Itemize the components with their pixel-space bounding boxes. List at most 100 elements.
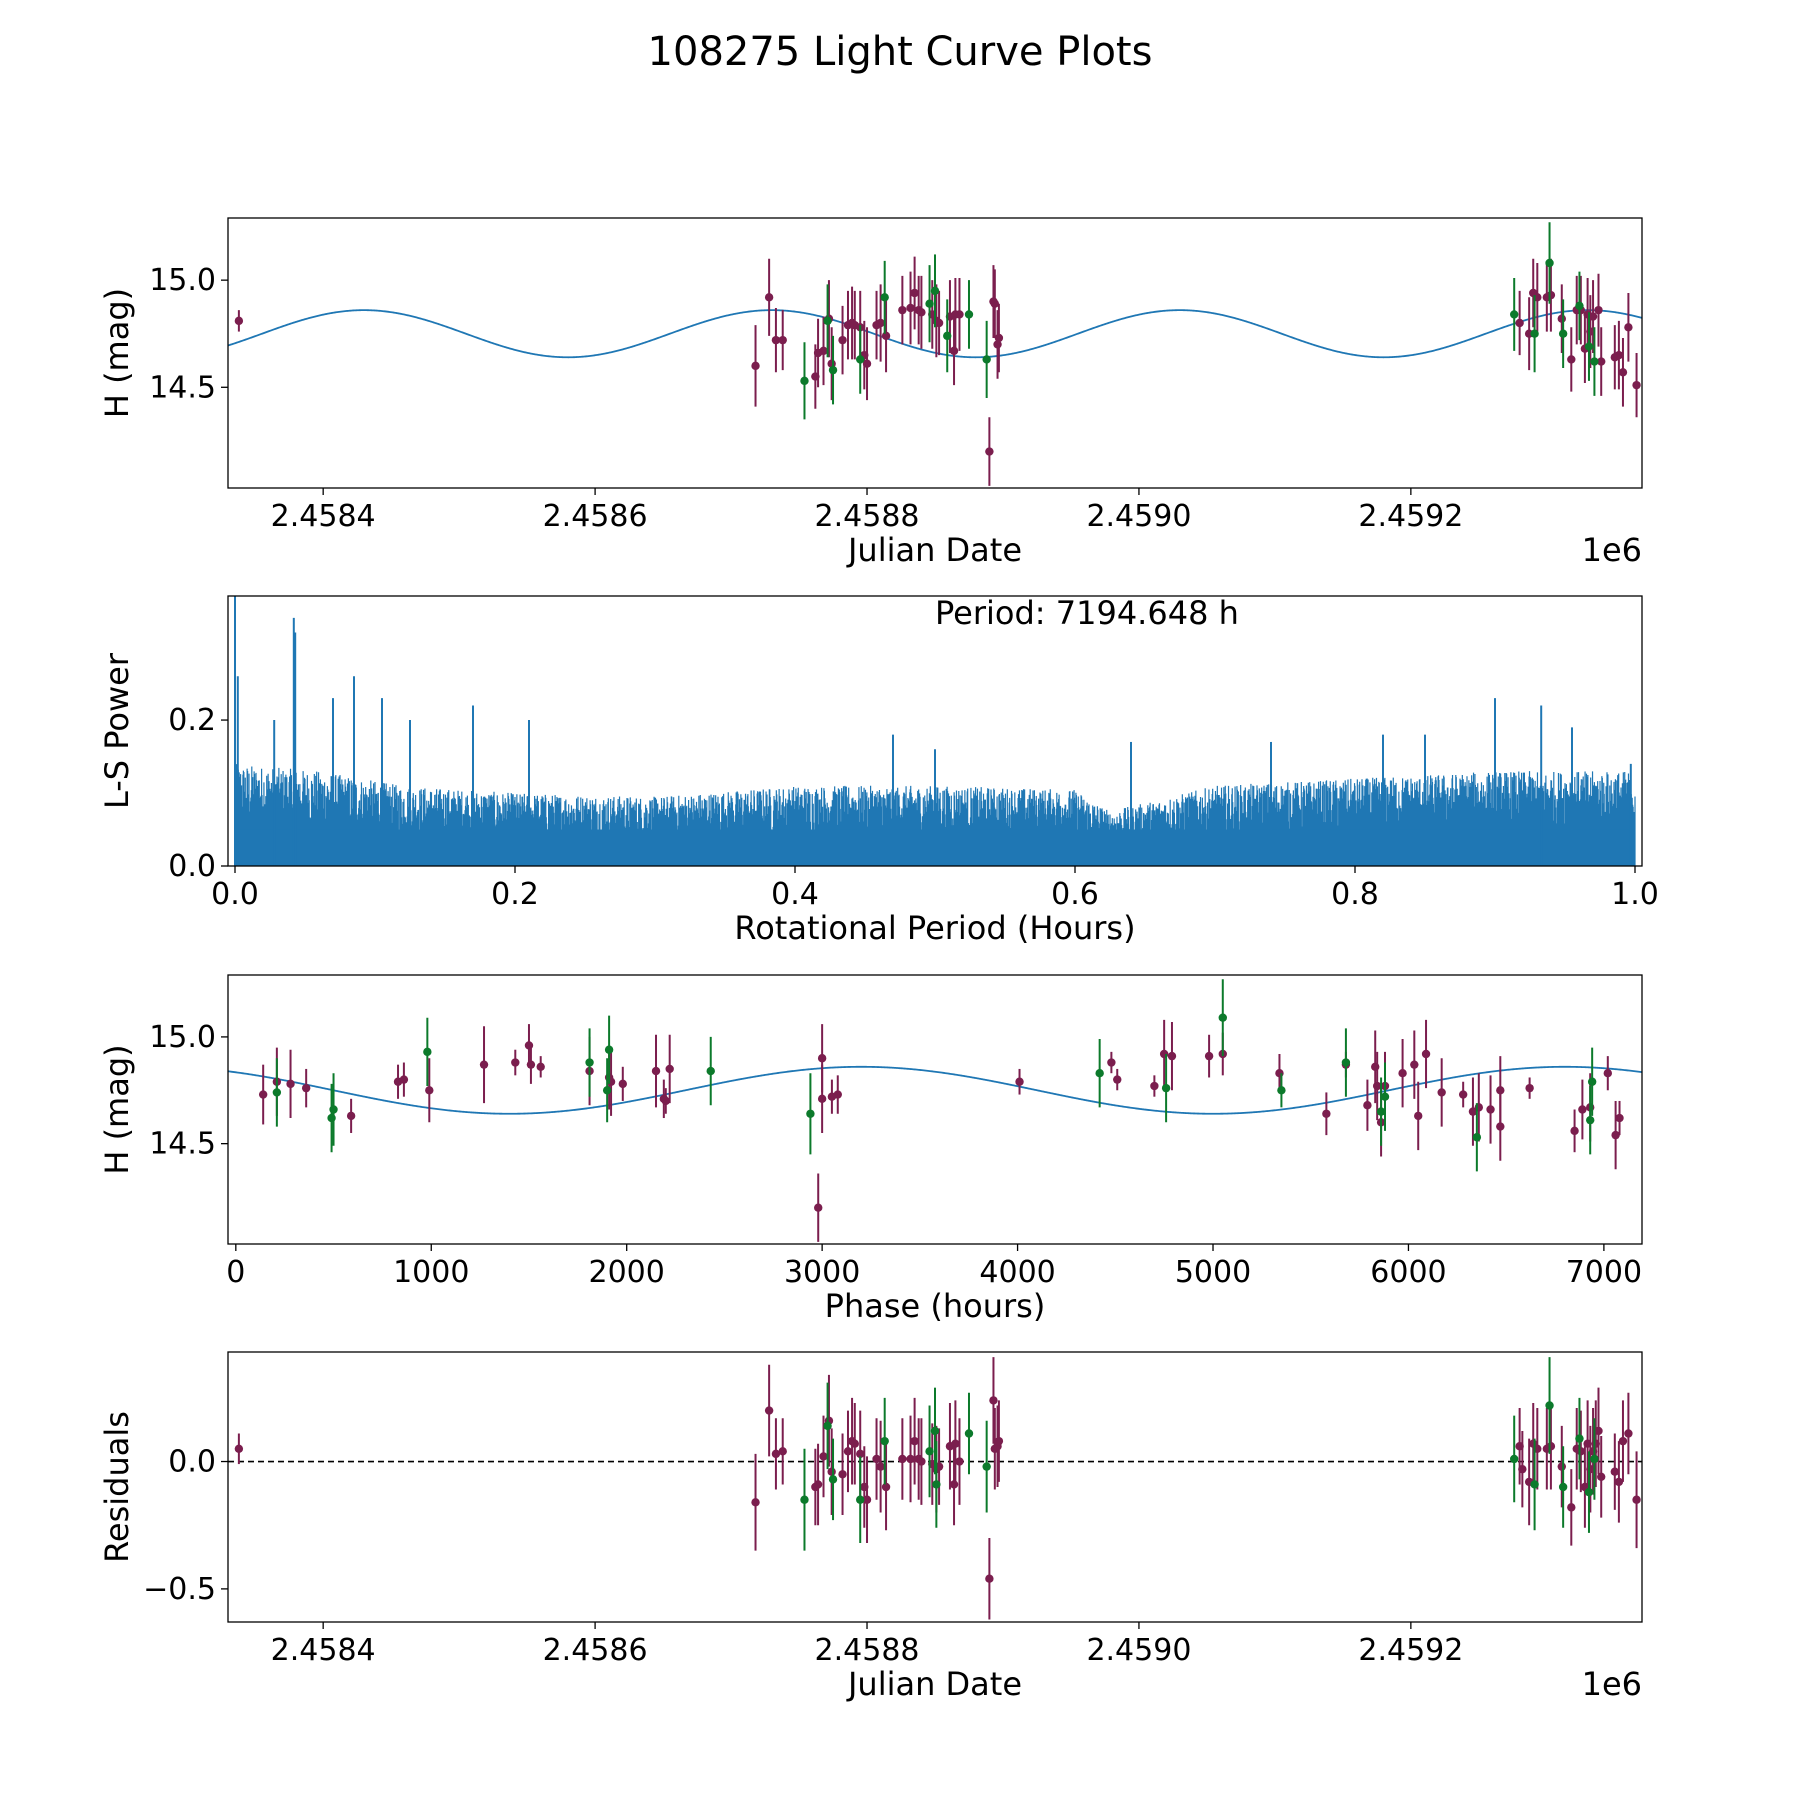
periodogram-panel: 0.0 0.2 0.4 0.6 0.8 1.0 0.0 0.2 Rotational Perio… <box>98 594 1659 947</box>
residuals-series-green <box>800 1357 1599 1551</box>
residuals-maroon-point <box>910 1436 919 1446</box>
periodogram-frame <box>227 595 1643 867</box>
phase-folded-maroon-point <box>425 1086 434 1095</box>
light-curve-maroon-point <box>898 305 907 315</box>
light-curve-green-point <box>964 310 974 319</box>
light-curve-maroon-point <box>1567 355 1576 364</box>
light-curve-maroon-point <box>778 335 787 345</box>
phase-folded-xlabel: Phase (hours) <box>825 1287 1046 1325</box>
phase-folded-green-point <box>1376 1107 1386 1116</box>
light-curve-maroon-point <box>910 288 919 298</box>
residuals-green-point <box>1530 1480 1539 1489</box>
phase-folded-green-point <box>602 1086 612 1095</box>
residuals-green-point <box>925 1447 934 1456</box>
residuals-maroon-point <box>872 1454 881 1464</box>
light-curve-maroon-point <box>881 331 891 341</box>
phase-folded-maroon-point <box>1615 1113 1624 1123</box>
phase-folded-xtick-label: 2000 <box>589 1255 665 1290</box>
residuals-maroon-point <box>1632 1495 1641 1504</box>
light-curve-xtick-label: 2.4588 <box>815 499 920 534</box>
residuals-maroon-point <box>843 1447 853 1456</box>
residuals-frame <box>227 1351 1643 1623</box>
phase-folded-maroon-point <box>651 1066 661 1076</box>
phase-folded-maroon-point <box>301 1083 311 1093</box>
residuals-xtick-label: 2.4592 <box>1358 1633 1463 1668</box>
phase-folded-xtick-label: 7000 <box>1566 1255 1642 1290</box>
light-curve-maroon-point <box>764 293 774 302</box>
light-curve-series-green <box>800 222 1599 420</box>
residuals-green-point <box>1545 1401 1554 1410</box>
phase-folded-green-point <box>1218 1013 1227 1022</box>
light-curve-green-point <box>880 293 889 302</box>
phase-folded-ytick-label: 15.0 <box>149 1020 216 1055</box>
residuals-ylabel: Residuals <box>98 1411 136 1563</box>
light-curve-maroon-point <box>1597 357 1606 366</box>
phase-folded-maroon-point <box>1414 1111 1423 1121</box>
phase-folded-green-point <box>1472 1133 1482 1142</box>
light-curve-maroon-point <box>955 310 964 319</box>
phase-folded-xtick-label: 5000 <box>1175 1255 1251 1290</box>
residuals-green-point <box>982 1462 991 1471</box>
light-curve-green-point <box>828 365 838 375</box>
light-curve-maroon-point <box>1624 323 1633 332</box>
residuals-maroon-point <box>838 1470 847 1479</box>
phase-folded-xtick-label: 3000 <box>784 1255 860 1290</box>
phase-folded-green-point <box>423 1047 432 1057</box>
residuals-maroon-point <box>778 1447 787 1456</box>
residuals-maroon-point <box>898 1454 907 1464</box>
residuals-maroon-point <box>751 1498 760 1507</box>
phase-folded-maroon-point <box>346 1111 356 1121</box>
light-curve-maroon-point <box>1515 318 1524 328</box>
residuals-maroon-point <box>1624 1429 1633 1438</box>
residuals-maroon-point <box>917 1457 926 1466</box>
residuals-plot-area <box>228 1357 1642 1620</box>
light-curve-green-point <box>943 331 952 341</box>
phase-folded-plot-area <box>228 979 1642 1242</box>
phase-folded-maroon-point <box>1150 1081 1159 1091</box>
light-curve-green-point <box>925 299 934 308</box>
residuals-maroon-point <box>764 1406 774 1415</box>
periodogram-xtick-label: 0.6 <box>1051 877 1099 912</box>
residuals-maroon-point <box>1557 1462 1566 1471</box>
light-curve-maroon-point <box>994 333 1004 343</box>
residuals-maroon-point <box>876 1462 885 1471</box>
phase-folded-maroon-point <box>479 1060 489 1069</box>
phase-folded-maroon-point <box>1204 1051 1214 1061</box>
light-curve-xtick-label: 2.4586 <box>543 499 648 534</box>
residuals-maroon-point <box>1546 1442 1556 1451</box>
residuals-green-point <box>1558 1482 1568 1492</box>
light-curve-maroon-point <box>1546 290 1556 300</box>
residuals-maroon-point <box>1567 1503 1576 1512</box>
periodogram-ytick-label: 0.0 <box>168 849 216 884</box>
light-curve-frame <box>227 217 1643 489</box>
residuals-ytick-label: 0.0 <box>168 1445 216 1480</box>
phase-folded-fit-curve <box>228 1065 1642 1115</box>
phase-folded-series-green <box>272 979 1597 1172</box>
light-curve-green-point <box>856 355 865 364</box>
phase-folded-ylabel: H (mag) <box>98 1044 136 1174</box>
residuals-green-point <box>800 1495 809 1504</box>
phase-folded-maroon-point <box>1015 1077 1024 1086</box>
phase-folded-xtick-label: 1000 <box>393 1255 469 1290</box>
light-curve-xlabel: Julian Date <box>846 531 1022 569</box>
periodogram-plot-area <box>234 596 1636 866</box>
light-curve-maroon-point <box>1594 305 1603 315</box>
phase-folded-green-point <box>1586 1115 1595 1125</box>
phase-folded-maroon-point <box>1603 1069 1612 1078</box>
phase-folded-maroon-point <box>511 1058 520 1067</box>
phase-folded-maroon-point <box>1410 1060 1419 1069</box>
light-curve-x-offset-label: 1e6 <box>1582 531 1642 569</box>
residuals-maroon-point <box>951 1439 960 1448</box>
residuals-green-point <box>880 1436 889 1446</box>
phase-folded-maroon-point <box>814 1203 823 1212</box>
residuals-xtick-label: 2.4584 <box>271 1633 376 1668</box>
phase-folded-maroon-point <box>1398 1069 1407 1078</box>
light-curve-green-point <box>1575 301 1584 311</box>
light-curve-ytick-label: 15.0 <box>149 263 216 298</box>
residuals-maroon-point <box>949 1480 959 1489</box>
residuals-maroon-point <box>1618 1436 1628 1446</box>
residuals-maroon-point <box>1597 1472 1606 1482</box>
light-curve-fit-curve <box>228 309 1642 359</box>
residuals-maroon-point <box>234 1444 244 1453</box>
